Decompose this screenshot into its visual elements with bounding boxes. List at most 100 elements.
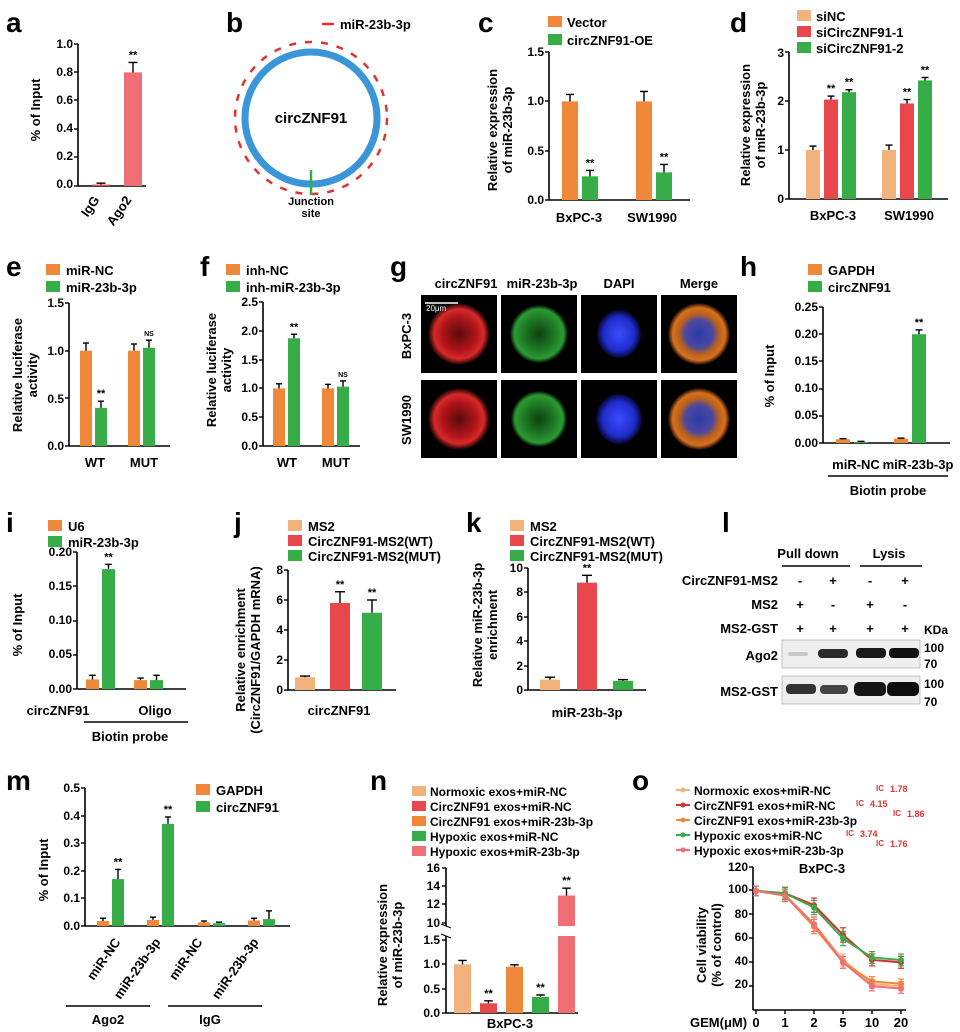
ic50-value: 1.78 [890,784,908,794]
panel-letter-h: h [740,251,757,282]
panel-f: inh-NC inh-miR-23b-3p Relative luciferas… [204,263,350,470]
legend-label: GAPDH [216,783,263,798]
bar [198,922,210,926]
bar [558,895,575,1013]
blot-band [889,648,919,658]
legend-label: Normoxic exos+miR-NC [694,784,831,798]
panel-d-tick: 1 [777,143,784,157]
legend-swatch [510,535,524,546]
panel-c-tick: 1.0 [527,94,544,108]
panel-c-tick: 1.5 [527,45,544,59]
blot-marker: 70 [924,657,938,671]
bar [102,569,115,689]
panel-i-tick: 0.10 [49,613,73,627]
panel-o-xtick: 5 [839,1015,846,1030]
mirna-binding-ring [233,40,389,196]
legend-label: CircZNF91 exos+miR-NC [694,799,836,813]
panel-o-title: BxPC-3 [799,861,845,876]
bar [295,677,315,690]
legend-label: MS2 [308,519,335,534]
panel-i-xcat: circZNF91 [27,703,90,718]
panel-m-tick: 0.4 [63,809,80,823]
significance-label: ** [845,77,854,89]
blot-sign: + [901,621,909,636]
legend-label: circZNF91-OE [567,33,653,48]
panel-o-xtick: 0 [752,1015,759,1030]
scale-bar-label: 20μm [426,304,447,313]
panel-a-tick: 0.2 [56,149,73,163]
panel-i-xcat: Oligo [138,703,171,718]
data-point [869,954,875,961]
panel-n-tick: 0.0 [423,1006,440,1020]
panel-letter-k: k [466,507,482,538]
cell-green-signal [511,391,567,447]
panel-n-tick: 14 [427,879,441,893]
panel-letter-j: j [233,507,242,538]
bar [454,964,471,1013]
bar [900,103,914,199]
legend-swatch-sinc [797,10,811,21]
bar [362,612,382,690]
junction-label: site [302,208,321,220]
legend-label: circZNF91 [216,800,279,815]
panel-c-ylabel: of miR-23b-3p [500,87,515,174]
panel-a-tick: 0.0 [56,177,73,191]
bar [92,184,110,186]
legend-swatch-si1 [797,26,811,37]
panel-j-tick: 0 [276,683,283,697]
panel-d-xcat: SW1990 [884,208,934,223]
panel-m-xcat: miR-NC [84,935,124,983]
panel-i-tick: 0.15 [49,579,73,593]
legend-swatch [46,264,60,275]
blot-sign: - [831,597,835,612]
panel-c-tick: 0.5 [527,144,544,158]
panel-o-tick: 40 [735,954,749,968]
legend-swatch [288,550,302,561]
legend-swatch [412,846,426,856]
legend-label: GAPDH [828,263,875,278]
blot-band [854,682,886,696]
panel-n-xlabel: BxPC-3 [487,1016,533,1031]
panel-letter-d: d [730,7,747,38]
panel-j-ylabel: Relative enrichment [233,588,248,712]
significance-label: ** [97,388,106,400]
junction-label: Junction [288,196,334,208]
panel-k-tick: 2 [516,659,523,673]
bar [337,386,349,446]
legend-swatch [412,831,426,841]
blot-sign: + [866,597,874,612]
panel-letter-m: m [6,765,31,796]
panel-a: % of Input 1.0 0.8 0.6 0.4 0.2 0.0 IgG A… [28,37,134,228]
panel-a-ylabel: % of Input [28,78,43,141]
panel-o-tick: 60 [735,930,749,944]
significance-label: ** [660,151,669,163]
legend-label: siCircZNF91-2 [816,41,903,56]
legend-marker [680,817,686,823]
panel-n-tick: 1.0 [423,957,440,971]
blot-band-label: Ago2 [746,648,779,663]
cell-nucleus [596,394,642,444]
significance-label: ** [129,49,138,61]
legend-swatch [412,801,426,811]
blot-row-label: CircZNF91-MS2 [682,573,778,588]
bar [613,680,633,690]
legend-label: Normoxic exos+miR-NC [430,785,567,799]
bar [894,438,908,443]
data-point [811,921,817,928]
blot-band [788,652,808,656]
blot-sign: + [829,621,837,636]
legend-marker [680,787,686,793]
data-point [811,904,817,911]
panel-o-tick: 120 [728,860,748,874]
bar [248,920,260,926]
legend-swatch [510,550,524,561]
panel-k-tick: 4 [516,634,523,648]
significance-label: ** [164,804,173,816]
legend-marker [680,802,686,808]
significance-label: ** [104,551,113,563]
blot-marker: 70 [924,695,938,709]
panel-letter-f: f [200,251,210,282]
bar [263,919,275,926]
bar [577,582,597,690]
